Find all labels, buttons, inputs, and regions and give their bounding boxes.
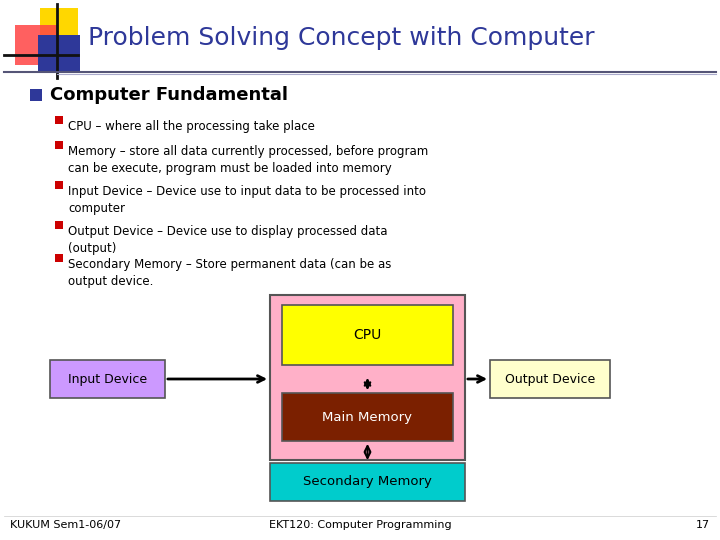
Bar [282, 393, 453, 441]
Text: CPU: CPU [354, 328, 382, 342]
Text: Input Device: Input Device [68, 373, 147, 386]
Bar [270, 463, 465, 501]
Bar [282, 305, 453, 365]
Bar [15, 25, 57, 65]
Text: Memory – store all data currently processed, before program
can be execute, prog: Memory – store all data currently proces… [68, 145, 428, 175]
Text: EKT120: Computer Programming: EKT120: Computer Programming [269, 520, 451, 530]
Bar [55, 254, 63, 262]
Text: 17: 17 [696, 520, 710, 530]
Text: Computer Fundamental: Computer Fundamental [50, 86, 288, 104]
Text: Output Device – Device use to display processed data
(output): Output Device – Device use to display pr… [68, 225, 387, 255]
Bar [30, 89, 42, 101]
Bar [55, 221, 63, 229]
Bar [38, 35, 80, 73]
Text: CPU – where all the processing take place: CPU – where all the processing take plac… [68, 120, 315, 133]
Text: KUKUM Sem1-06/07: KUKUM Sem1-06/07 [10, 520, 121, 530]
Bar [270, 295, 465, 460]
Text: Input Device – Device use to input data to be processed into
computer: Input Device – Device use to input data … [68, 185, 426, 215]
Bar [55, 116, 63, 124]
Bar [55, 181, 63, 189]
Text: Main Memory: Main Memory [323, 410, 413, 423]
Bar [490, 360, 610, 398]
Text: Output Device: Output Device [505, 373, 595, 386]
Text: Problem Solving Concept with Computer: Problem Solving Concept with Computer [88, 26, 595, 50]
Text: Secondary Memory – Store permanent data (can be as
output device.: Secondary Memory – Store permanent data … [68, 258, 392, 288]
Bar [40, 8, 78, 46]
Bar [50, 360, 165, 398]
Bar [55, 141, 63, 149]
Text: Secondary Memory: Secondary Memory [303, 476, 432, 489]
